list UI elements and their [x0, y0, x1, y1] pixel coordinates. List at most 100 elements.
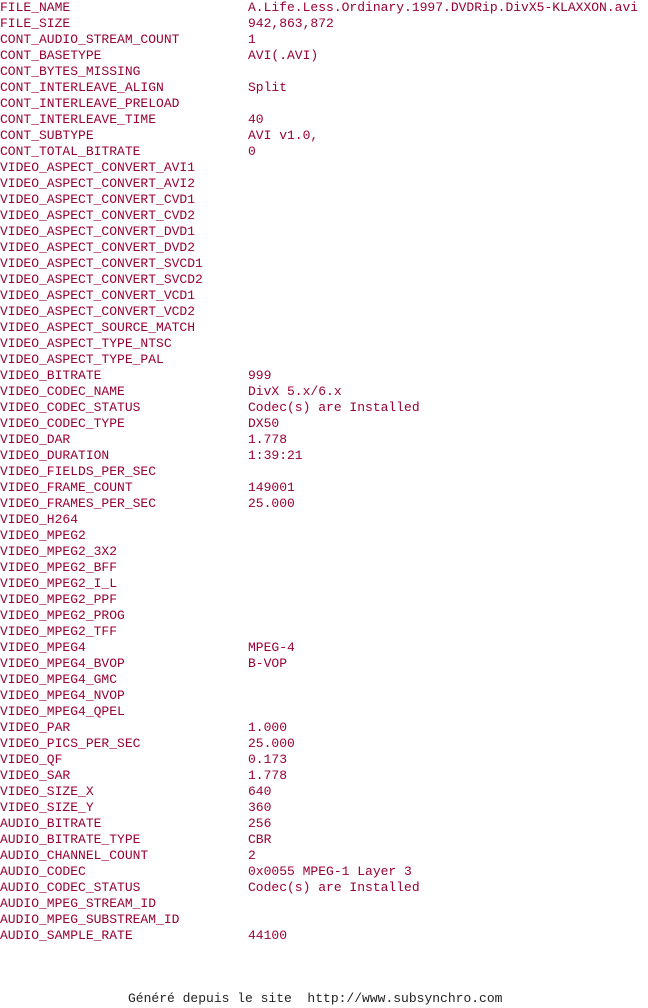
field-name: VIDEO_SIZE_Y [0, 800, 94, 815]
field-value: 1 [248, 32, 256, 47]
info-row: VIDEO_ASPECT_CONVERT_DVD2 [0, 240, 648, 256]
field-name: AUDIO_BITRATE [0, 816, 102, 831]
field-name: VIDEO_CODEC_NAME [0, 384, 125, 399]
field-value: Codec(s) are Installed [248, 400, 420, 415]
info-row: AUDIO_BITRATE 256 [0, 816, 648, 832]
info-row: VIDEO_MPEG4_NVOP [0, 688, 648, 704]
field-name: VIDEO_ASPECT_TYPE_NTSC [0, 336, 172, 351]
field-value: Split [248, 80, 288, 95]
info-row: VIDEO_ASPECT_CONVERT_CVD1 [0, 192, 648, 208]
field-value: AVI(.AVI) [248, 48, 319, 63]
info-row: AUDIO_BITRATE_TYPE CBR [0, 832, 648, 848]
field-value: 25.000 [248, 496, 295, 511]
info-row: AUDIO_CODEC_STATUS Codec(s) are Installed [0, 880, 648, 896]
field-value: 640 [248, 784, 272, 799]
info-row: VIDEO_ASPECT_TYPE_PAL [0, 352, 648, 368]
field-name: VIDEO_MPEG2_3X2 [0, 544, 118, 559]
field-value: 1.778 [248, 768, 288, 783]
info-row: VIDEO_DAR 1.778 [0, 432, 648, 448]
info-row: AUDIO_CHANNEL_COUNT 2 [0, 848, 648, 864]
field-value: 942,863,872 [248, 16, 334, 31]
field-name: VIDEO_ASPECT_CONVERT_VCD2 [0, 304, 196, 319]
info-row: VIDEO_MPEG2_PPF [0, 592, 648, 608]
field-value: AVI v1.0, [248, 128, 319, 143]
field-value: DivX 5.x/6.x [248, 384, 342, 399]
info-row: FILE_SIZE 942,863,872 [0, 16, 648, 32]
field-value: Codec(s) are Installed [248, 880, 420, 895]
field-value: DX50 [248, 416, 280, 431]
field-value: 25.000 [248, 736, 295, 751]
field-name: VIDEO_MPEG2_PROG [0, 608, 125, 623]
field-name: VIDEO_QF [0, 752, 63, 767]
info-row: VIDEO_CODEC_STATUS Codec(s) are Installed [0, 400, 648, 416]
field-name: VIDEO_MPEG2 [0, 528, 86, 543]
info-row: VIDEO_CODEC_TYPE DX50 [0, 416, 648, 432]
info-row: CONT_INTERLEAVE_TIME 40 [0, 112, 648, 128]
field-name: CONT_INTERLEAVE_ALIGN [0, 80, 164, 95]
field-name: VIDEO_ASPECT_CONVERT_AVI2 [0, 176, 196, 191]
field-name: AUDIO_CHANNEL_COUNT [0, 848, 149, 863]
info-row: AUDIO_MPEG_SUBSTREAM_ID [0, 912, 648, 928]
field-value: 999 [248, 368, 272, 383]
field-name: VIDEO_FIELDS_PER_SEC [0, 464, 157, 479]
info-row: VIDEO_ASPECT_CONVERT_CVD2 [0, 208, 648, 224]
field-name: CONT_BYTES_MISSING [0, 64, 141, 79]
field-name: CONT_INTERLEAVE_PRELOAD [0, 96, 180, 111]
field-name: VIDEO_H264 [0, 512, 79, 527]
field-value: 1.000 [248, 720, 288, 735]
info-row: VIDEO_ASPECT_CONVERT_SVCD2 [0, 272, 648, 288]
field-name: VIDEO_MPEG2_PPF [0, 592, 118, 607]
info-row: FILE_NAME A.Life.Less.Ordinary.1997.DVDRi… [0, 0, 648, 16]
info-row: VIDEO_MPEG2_I_L [0, 576, 648, 592]
info-row: VIDEO_FIELDS_PER_SEC [0, 464, 648, 480]
info-row: CONT_SUBTYPE AVI v1.0, [0, 128, 648, 144]
field-name: VIDEO_ASPECT_SOURCE_MATCH [0, 320, 196, 335]
field-name: VIDEO_DURATION [0, 448, 110, 463]
info-row: VIDEO_MPEG2_BFF [0, 560, 648, 576]
info-row: VIDEO_PAR 1.000 [0, 720, 648, 736]
info-row: CONT_AUDIO_STREAM_COUNT 1 [0, 32, 648, 48]
info-row: VIDEO_SIZE_Y 360 [0, 800, 648, 816]
field-name: AUDIO_BITRATE_TYPE [0, 832, 141, 847]
field-name: VIDEO_BITRATE [0, 368, 102, 383]
info-row: VIDEO_MPEG2_3X2 [0, 544, 648, 560]
footer: Généré depuis le site http://www.subsync… [128, 991, 503, 1006]
field-value: 360 [248, 800, 272, 815]
field-name: VIDEO_ASPECT_TYPE_PAL [0, 352, 164, 367]
field-name: VIDEO_CODEC_STATUS [0, 400, 141, 415]
field-name: CONT_TOTAL_BITRATE [0, 144, 141, 159]
info-row: VIDEO_FRAME_COUNT 149001 [0, 480, 648, 496]
field-name: VIDEO_FRAME_COUNT [0, 480, 133, 495]
field-name: VIDEO_ASPECT_CONVERT_VCD1 [0, 288, 196, 303]
info-row: VIDEO_MPEG2 [0, 528, 648, 544]
info-row: VIDEO_ASPECT_CONVERT_VCD1 [0, 288, 648, 304]
info-row: AUDIO_MPEG_STREAM_ID [0, 896, 648, 912]
field-value: A.Life.Less.Ordinary.1997.DVDRip.DivX5-K… [248, 0, 639, 15]
field-value: MPEG-4 [248, 640, 295, 655]
field-name: VIDEO_PAR [0, 720, 71, 735]
info-row: CONT_INTERLEAVE_ALIGN Split [0, 80, 648, 96]
field-name: VIDEO_ASPECT_CONVERT_SVCD1 [0, 256, 203, 271]
field-name: VIDEO_ASPECT_CONVERT_AVI1 [0, 160, 196, 175]
info-row: VIDEO_MPEG4_BVOP B-VOP [0, 656, 648, 672]
field-name: AUDIO_CODEC_STATUS [0, 880, 141, 895]
field-name: FILE_NAME [0, 0, 71, 15]
field-value: 44100 [248, 928, 288, 943]
info-row: VIDEO_CODEC_NAME DivX 5.x/6.x [0, 384, 648, 400]
field-value: B-VOP [248, 656, 288, 671]
field-name: VIDEO_MPEG4 [0, 640, 86, 655]
info-row: AUDIO_CODEC 0x0055 MPEG-1 Layer 3 [0, 864, 648, 880]
field-name: VIDEO_CODEC_TYPE [0, 416, 125, 431]
info-row: CONT_TOTAL_BITRATE 0 [0, 144, 648, 160]
field-value: 0.173 [248, 752, 288, 767]
info-row: VIDEO_QF 0.173 [0, 752, 648, 768]
field-name: VIDEO_SAR [0, 768, 71, 783]
field-name: AUDIO_SAMPLE_RATE [0, 928, 133, 943]
info-row: VIDEO_ASPECT_TYPE_NTSC [0, 336, 648, 352]
field-name: VIDEO_PICS_PER_SEC [0, 736, 141, 751]
info-row: VIDEO_BITRATE 999 [0, 368, 648, 384]
field-name: VIDEO_MPEG2_BFF [0, 560, 118, 575]
field-name: VIDEO_MPEG4_QPEL [0, 704, 125, 719]
info-row: VIDEO_SAR 1.778 [0, 768, 648, 784]
field-name: VIDEO_MPEG4_NVOP [0, 688, 125, 703]
